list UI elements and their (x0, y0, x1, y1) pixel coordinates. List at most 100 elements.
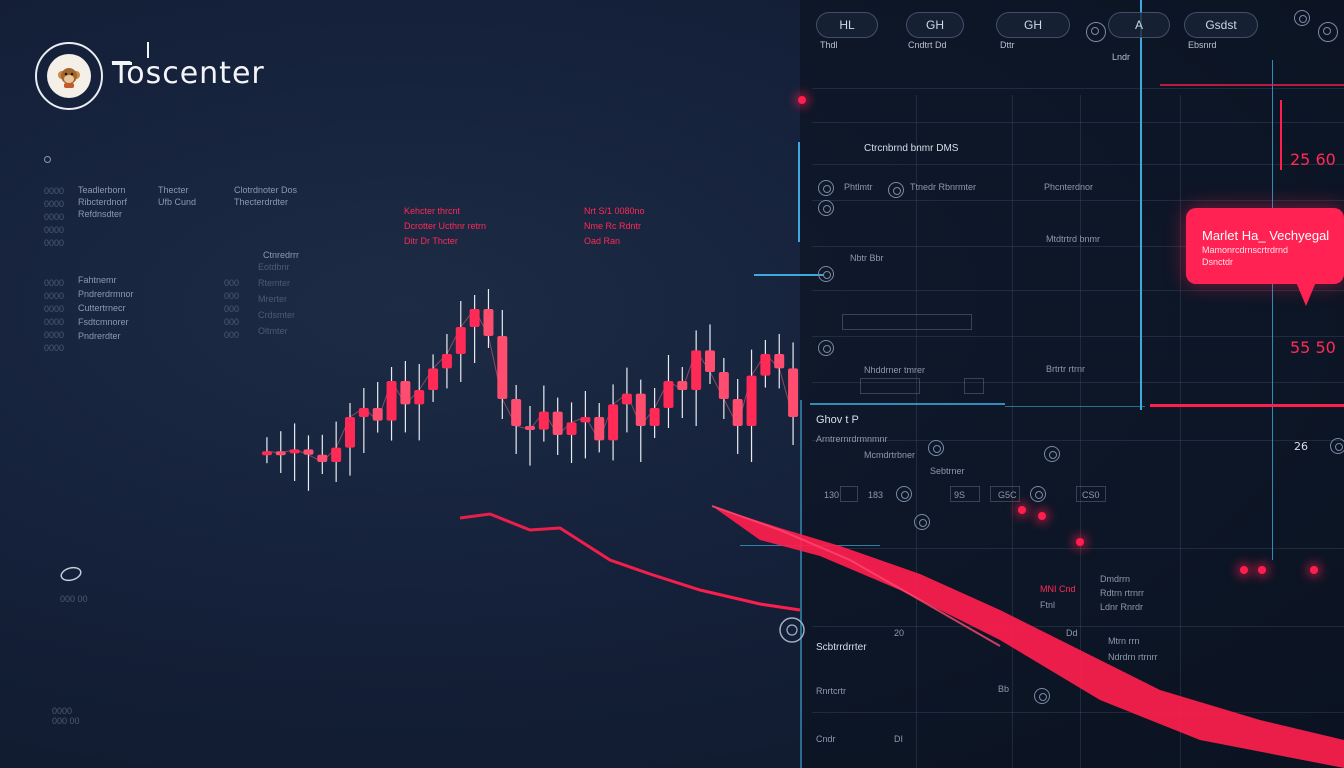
crosshair-vertical-2 (1272, 60, 1273, 560)
left-info-col1-item: Teadlerborn (78, 185, 126, 195)
settings-gear-icon[interactable] (1086, 22, 1106, 42)
panel-row: Mtdtrtrd bnmr (1046, 234, 1101, 244)
candle-body (732, 399, 743, 426)
left-info-rows: Fahtnemr Pndrerdrmnor Cuttertrnecr Fsdtc… (78, 275, 134, 341)
left-number-column: 0000 0000 0000 0000 0000 (44, 186, 65, 248)
lower-mid-item: Ftnl (1040, 600, 1056, 610)
lower-val: 9S (954, 490, 966, 500)
candle-body (441, 354, 452, 369)
left-info-row: Fahtnemr (78, 275, 117, 285)
lower-panel-item: Rnrtcrtr (816, 686, 846, 696)
pill-5[interactable]: Gsdst (1184, 12, 1258, 38)
crosshair-horizontal-2 (810, 403, 1005, 405)
signal-dot (1310, 566, 1318, 574)
lower-icon (1044, 446, 1060, 462)
brand-name: Toscenter (112, 56, 265, 91)
row-icon (818, 200, 834, 216)
candle-body (649, 408, 660, 426)
swoosh-stroke (459, 512, 801, 612)
candle-body (386, 381, 397, 421)
candle-body (497, 336, 508, 399)
candle-body (594, 417, 605, 441)
price-callout[interactable]: Marlet Ha_ Vechyegal Mamonrcdrnscrtrdrnd… (1186, 208, 1344, 284)
pill-value: GH (926, 18, 944, 32)
swoosh-band (712, 506, 1344, 768)
grid-line-v (1180, 95, 1181, 768)
chart-label: Crdsmter (258, 310, 296, 320)
grid-line-v (1080, 95, 1081, 768)
notification-icon[interactable] (1294, 10, 1310, 26)
left-number-column-2: 0000 0000 0000 0000 0000 0000 (44, 278, 65, 353)
grid-line (812, 440, 1344, 441)
panel-row: Nbtr Bbr (850, 253, 884, 263)
price-label: 55 50 (1290, 338, 1336, 357)
chart-annotation-line: Nrt S/1 0080no (584, 206, 645, 216)
lower-val: Dd (1066, 628, 1078, 638)
pill-value: A (1134, 18, 1143, 32)
candle-body (746, 375, 757, 426)
candle-body (400, 381, 411, 405)
chart-label: Eotdbnr (258, 262, 290, 272)
price-level-line (1150, 404, 1344, 407)
pill-label: Cndtrt Dd (908, 40, 947, 50)
left-info-col3-item: Thecterdrdter (234, 197, 289, 207)
crosshair-horizontal-3 (1005, 406, 1145, 407)
panel-row: Ctrcnbrnd bnmr DMS (864, 143, 959, 154)
price-level-line-top (1160, 84, 1344, 86)
brand-mark-tick (147, 42, 149, 58)
candle-body (455, 327, 466, 354)
lower-icon (928, 440, 944, 456)
candle-body (608, 404, 619, 441)
panel-row: Phcnterdnor (1044, 182, 1094, 192)
lower-val: DI (894, 734, 903, 744)
pill-1[interactable]: HL (816, 12, 878, 38)
lower-icon (914, 514, 930, 530)
signal-dot (1240, 566, 1248, 574)
target-circle-icon[interactable] (778, 616, 806, 649)
callout-tail (1296, 282, 1316, 306)
left-info-row: Fsdtcmnorer (78, 317, 129, 327)
lower-val: 183 (868, 490, 884, 500)
lower-icon (1034, 688, 1050, 704)
panel-box (1076, 486, 1106, 502)
chart-annotation-2: Nrt S/1 0080no Nme Rc Rdntr Oad Ran (584, 206, 645, 246)
lower-icon (896, 486, 912, 502)
lower-val: Bb (998, 684, 1010, 694)
candle-body (691, 350, 702, 390)
grid-line (812, 88, 1344, 89)
logo[interactable] (35, 42, 103, 110)
left-side-label: Ctnredrrr (263, 250, 300, 260)
lower-right-item: Dmdrrn (1100, 574, 1131, 584)
pill-4[interactable]: A (1108, 12, 1170, 38)
left-info-col1-item: Refdnsdter (78, 209, 123, 219)
pill-3[interactable]: GH (996, 12, 1070, 38)
lower-icon (1030, 486, 1046, 502)
left-info-col1: Teadlerborn Ribcterdnorf Refdnsdter (78, 185, 127, 219)
left-number-column-3: 000 000 000 000 000 (224, 278, 240, 340)
grid-line (812, 122, 1344, 123)
crosshair-marker (798, 142, 800, 242)
left-info-col3: Clotrdnoter Dos Thecterdrdter (234, 185, 297, 207)
pill-label: Thdl (820, 40, 838, 50)
lower-mid-item: MNI Cnd (1040, 584, 1076, 594)
chart-label: Rtemter (258, 278, 291, 288)
candle-body (760, 354, 771, 376)
row-icon (818, 180, 834, 196)
left-info-row: Cuttertrnecr (78, 303, 126, 313)
row-icon (818, 340, 834, 356)
crosshair-horizontal (754, 274, 824, 276)
candle-body (788, 368, 799, 417)
swoosh-edge (711, 505, 1001, 647)
grid-line (812, 246, 1344, 247)
chart-label: Mrerter (258, 294, 287, 304)
grid-line (812, 200, 1344, 201)
candle-body (414, 390, 425, 405)
profile-icon[interactable] (1318, 22, 1338, 42)
panel-box (964, 378, 984, 394)
grid-line (812, 382, 1344, 383)
row-icon (888, 182, 904, 198)
pill-2[interactable]: GH (906, 12, 964, 38)
loop-icon[interactable] (58, 564, 84, 589)
candle-body (372, 408, 383, 421)
